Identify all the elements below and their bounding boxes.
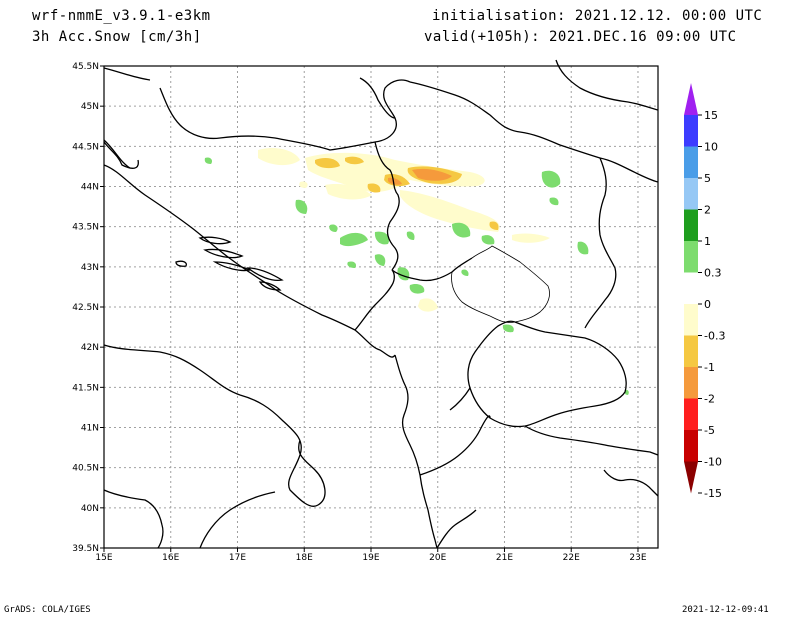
lat-tick-label: 44.5N: [72, 142, 99, 152]
model-name: wrf-nmmE_v3.9.1-e3km: [32, 8, 211, 24]
graticule: [104, 66, 658, 548]
colorbar-label: 10: [704, 141, 718, 154]
lat-tick-label: 41.5N: [72, 383, 99, 393]
colorbar-label: 2: [704, 204, 711, 217]
colorbar-swatch: [684, 335, 698, 367]
colorbar-swatch: [684, 241, 698, 273]
lat-tick-label: 45.5N: [72, 62, 99, 72]
lon-tick-label: 21E: [496, 553, 513, 563]
lat-tick-label: 43N: [81, 263, 99, 273]
lon-tick-label: 22E: [563, 553, 580, 563]
valid-time: valid(+105h): 2021.DEC.16 09:00 UTC: [424, 29, 737, 45]
lon-tick-label: 23E: [629, 553, 646, 563]
lon-tick-label: 17E: [229, 553, 246, 563]
lat-tick-label: 42N: [81, 343, 99, 353]
lat-tick-label: 44N: [81, 183, 99, 193]
colorbar-swatch: [684, 430, 698, 462]
lat-tick-label: 39.5N: [72, 544, 99, 554]
lat-tick-label: 40.5N: [72, 464, 99, 474]
colorbar-label: -1: [704, 361, 715, 374]
colorbar-arrow-bottom: [684, 461, 698, 494]
credit-text: GrADS: COLA/IGES: [4, 605, 91, 615]
lon-tick-label: 15E: [95, 553, 112, 563]
init-time: initialisation: 2021.12.12. 00:00 UTC: [432, 8, 763, 24]
colorbar-label: 0.3: [704, 267, 722, 280]
field-name: 3h Acc.Snow [cm/3h]: [32, 29, 202, 45]
colorbar: 15 10 5 2 1 0.3 0 -0.3 -1 -2 -5 -10 -15: [684, 83, 725, 500]
snow-field: [204, 148, 629, 395]
lat-tick-label: 45N: [81, 102, 99, 112]
colorbar-label: 1: [704, 235, 711, 248]
lon-tick-label: 19E: [362, 553, 379, 563]
colorbar-swatch: [684, 146, 698, 178]
footer-timestamp: 2021-12-12-09:41: [682, 605, 769, 615]
colorbar-label: -5: [704, 424, 715, 437]
lat-tick-label: 43.5N: [72, 223, 99, 233]
colorbar-label: 0: [704, 298, 711, 311]
colorbar-label: -10: [704, 456, 722, 469]
lon-tick-label: 20E: [429, 553, 446, 563]
colorbar-swatch: [684, 398, 698, 430]
colorbar-swatch: [684, 209, 698, 241]
coastline-borders: [103, 59, 659, 549]
colorbar-arrow-top: [684, 83, 698, 115]
colorbar-label: 5: [704, 172, 711, 185]
colorbar-swatch: [684, 272, 698, 304]
lat-tick-label: 41N: [81, 424, 99, 434]
colorbar-swatch: [684, 367, 698, 399]
lon-tick-label: 16E: [162, 553, 179, 563]
lon-tick-label: 18E: [296, 553, 313, 563]
colorbar-swatch: [684, 115, 698, 147]
lon-axis: 15E 16E 17E 18E 19E 20E 21E 22E 23E: [95, 548, 647, 563]
lat-tick-label: 40N: [81, 504, 99, 514]
colorbar-label: -15: [704, 487, 722, 500]
lat-axis: 45.5N 45N 44.5N 44N 43.5N 43N 42.5N 42N 41.5N 41N…: [72, 62, 104, 554]
lat-tick-label: 42.5N: [72, 303, 99, 313]
colorbar-swatch: [684, 304, 698, 336]
colorbar-swatch: [684, 178, 698, 210]
colorbar-label: -0.3: [704, 330, 725, 343]
colorbar-label: -2: [704, 393, 715, 406]
colorbar-label: 15: [704, 109, 718, 122]
